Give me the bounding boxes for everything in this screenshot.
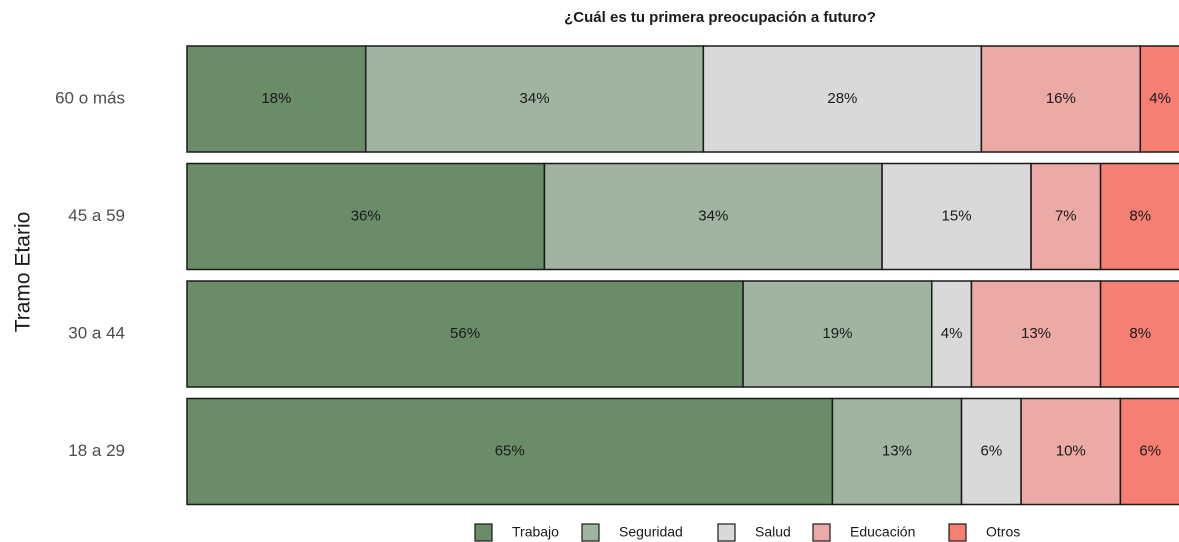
- value-label: 34%: [698, 207, 728, 224]
- value-label: 4%: [1149, 90, 1171, 107]
- value-label: 13%: [882, 442, 912, 459]
- y-tick-label: 45 a 59: [68, 206, 125, 225]
- legend-swatch: [581, 523, 600, 542]
- bar-segment: [702, 45, 983, 153]
- legend-swatch: [474, 523, 493, 542]
- legend-swatch: [717, 523, 736, 542]
- value-label: 4%: [941, 325, 963, 342]
- bar-segment: [960, 397, 1022, 506]
- value-label: 13%: [1021, 325, 1051, 342]
- legend-swatch: [948, 523, 967, 542]
- y-tick-label: 30 a 44: [68, 323, 125, 342]
- value-label: 36%: [351, 207, 381, 224]
- bar-segment: [186, 162, 546, 271]
- legend-label: Educación: [850, 524, 915, 540]
- value-label: 56%: [450, 325, 480, 342]
- value-label: 15%: [942, 207, 972, 224]
- bar-segment: [543, 162, 883, 271]
- legend-swatch: [812, 523, 831, 542]
- bar-segment: [970, 280, 1102, 388]
- bar-segment: [1139, 45, 1179, 153]
- value-label: 6%: [1139, 442, 1161, 459]
- bar-segment: [186, 280, 744, 388]
- bar-segment: [364, 45, 705, 153]
- legend-label: Salud: [755, 524, 791, 540]
- value-label: 34%: [520, 90, 550, 107]
- value-label: 10%: [1056, 442, 1086, 459]
- bar-segment: [1119, 397, 1179, 506]
- bar-segment: [1099, 162, 1179, 271]
- value-label: 8%: [1129, 325, 1151, 342]
- value-label: 28%: [827, 90, 857, 107]
- value-label: 7%: [1055, 207, 1077, 224]
- legend-label: Seguridad: [619, 524, 683, 540]
- value-label: 65%: [495, 442, 525, 459]
- bar-segment: [831, 397, 963, 506]
- value-label: 18%: [261, 90, 291, 107]
- value-label: 6%: [980, 442, 1002, 459]
- y-axis-title: Tramo Etario: [12, 212, 35, 333]
- value-label: 16%: [1046, 90, 1076, 107]
- value-label: 8%: [1129, 207, 1151, 224]
- legend-label: Trabajo: [512, 524, 559, 540]
- y-tick-label: 60 o más: [55, 88, 125, 107]
- bar-segment: [186, 397, 834, 506]
- bar-segment: [980, 45, 1142, 153]
- y-tick-label: 18 a 29: [68, 441, 125, 460]
- legend-label: Otros: [986, 524, 1020, 540]
- bar-segment: [1099, 280, 1179, 388]
- bar-segment: [931, 280, 973, 388]
- bar-segment: [1020, 397, 1122, 506]
- bar-segment: [186, 45, 367, 153]
- chart-title: ¿Cuál es tu primera preocupación a futur…: [564, 9, 876, 26]
- value-label: 19%: [822, 325, 852, 342]
